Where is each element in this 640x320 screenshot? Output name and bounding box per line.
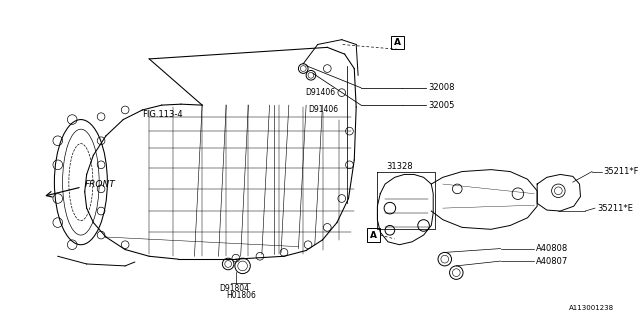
Text: FIG.113-4: FIG.113-4: [143, 110, 183, 119]
Text: D91804: D91804: [219, 284, 249, 292]
Text: A40808: A40808: [536, 244, 568, 253]
Text: A: A: [370, 231, 377, 240]
Text: 35211*E: 35211*E: [597, 204, 633, 212]
Text: 32005: 32005: [428, 100, 455, 110]
Text: 32008: 32008: [428, 83, 455, 92]
Text: H01806: H01806: [227, 291, 257, 300]
Text: D91406: D91406: [305, 88, 335, 97]
Text: A40807: A40807: [536, 257, 568, 266]
Text: D91406: D91406: [308, 106, 338, 115]
Text: 31328: 31328: [386, 162, 413, 171]
Text: 35211*F: 35211*F: [604, 167, 639, 176]
Text: A: A: [394, 38, 401, 47]
Text: FRONT: FRONT: [84, 180, 115, 188]
Text: A113001238: A113001238: [569, 305, 614, 311]
